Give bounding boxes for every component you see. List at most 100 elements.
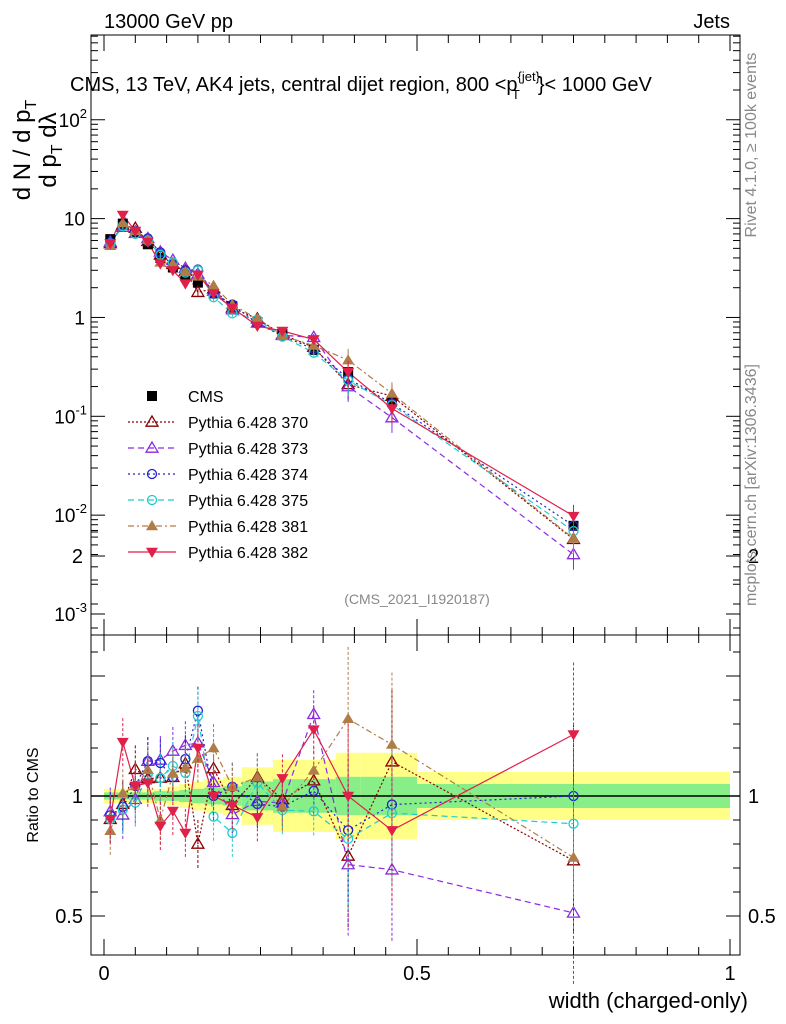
axes: 10-3 10-2 10-1 1 10 102 0 0.5 1 0.5 0.5 1 1 2 2 bbox=[54, 34, 776, 985]
data-point bbox=[129, 781, 142, 792]
data-point bbox=[226, 780, 239, 791]
data-point bbox=[190, 836, 206, 849]
data-point bbox=[276, 800, 289, 811]
x-tick-label: 1 bbox=[724, 963, 735, 985]
ratio-series-line bbox=[109, 728, 574, 835]
data-point bbox=[192, 705, 204, 716]
data-point bbox=[342, 354, 355, 365]
data-point bbox=[104, 239, 117, 250]
data-point bbox=[146, 520, 158, 531]
data-point bbox=[566, 547, 581, 560]
data-point bbox=[567, 851, 580, 862]
x-axis-title: width (charged-only) bbox=[548, 988, 748, 1013]
data-point bbox=[104, 815, 117, 826]
data-point bbox=[251, 312, 264, 323]
data-point bbox=[116, 217, 129, 228]
data-point bbox=[342, 712, 355, 724]
data-point bbox=[567, 730, 580, 741]
data-point bbox=[146, 494, 158, 506]
data-point bbox=[308, 785, 319, 797]
data-point bbox=[141, 237, 154, 248]
data-point bbox=[154, 821, 167, 832]
ratio-axis-title: Ratio to CMS bbox=[25, 747, 42, 842]
series-line bbox=[109, 224, 574, 527]
data-point bbox=[276, 326, 289, 337]
y-tick-label: 10 bbox=[64, 210, 85, 231]
chart-title: CMS, 13 TeV, AK4 jets, central dijet reg… bbox=[70, 69, 653, 102]
ratio-tick-label: 0.5 bbox=[55, 906, 83, 928]
legend-label: Pythia 6.428 374 bbox=[188, 467, 308, 484]
data-point bbox=[307, 725, 320, 736]
data-point bbox=[146, 468, 158, 480]
data-point bbox=[191, 743, 204, 754]
data-point bbox=[147, 391, 157, 401]
data-point bbox=[104, 824, 117, 836]
data-point bbox=[385, 826, 398, 837]
data-point bbox=[307, 335, 320, 346]
data-point bbox=[166, 257, 179, 268]
data-point bbox=[155, 772, 166, 784]
header-right: Jets bbox=[693, 11, 730, 33]
data-point bbox=[144, 440, 160, 453]
data-point bbox=[141, 778, 154, 789]
data-point bbox=[179, 265, 192, 276]
data-point bbox=[192, 277, 203, 288]
data-point bbox=[342, 791, 355, 802]
data-point bbox=[192, 710, 204, 722]
ratio-series-line bbox=[110, 712, 574, 914]
data-point bbox=[166, 266, 179, 277]
mcplots-label: mcplots.cern.ch [arXiv:1306.3436] bbox=[743, 364, 760, 606]
data-point bbox=[307, 764, 320, 775]
data-point bbox=[191, 270, 204, 281]
x-tick-label: 0 bbox=[98, 963, 109, 985]
legend-label: Pythia 6.428 370 bbox=[188, 415, 308, 432]
series-line bbox=[109, 222, 574, 539]
legend-label: Pythia 6.428 373 bbox=[188, 441, 308, 458]
legend-label: CMS bbox=[188, 389, 224, 406]
data-point bbox=[190, 284, 206, 298]
header-left: 13000 GeV pp bbox=[104, 11, 233, 33]
data-point bbox=[308, 806, 319, 817]
data-point bbox=[207, 279, 220, 290]
data-point bbox=[385, 387, 398, 398]
data-point bbox=[567, 511, 580, 523]
x-tick-label: 0.5 bbox=[403, 963, 431, 985]
series-markers bbox=[103, 210, 581, 985]
data-point bbox=[207, 289, 220, 300]
data-point bbox=[251, 321, 264, 332]
data-point bbox=[146, 547, 158, 558]
legend-label: Pythia 6.428 382 bbox=[188, 545, 308, 562]
ratio-tick-label-right: 0.5 bbox=[748, 906, 776, 928]
y-axis-title: d N / d pT bbox=[9, 100, 40, 201]
rivet-label: Rivet 4.1.0, ≥ 100k events bbox=[743, 53, 760, 238]
ratio-series-line bbox=[109, 715, 574, 840]
data-point bbox=[129, 226, 142, 237]
data-point bbox=[179, 279, 192, 290]
ratio-tick-label: 2 bbox=[72, 546, 83, 568]
y-tick-label: 10-2 bbox=[54, 501, 87, 527]
data-point bbox=[206, 775, 221, 788]
data-point bbox=[226, 303, 239, 314]
data-point bbox=[207, 791, 220, 802]
ratio-tick-label: 1 bbox=[72, 786, 83, 808]
data-point bbox=[207, 742, 220, 753]
data-point bbox=[179, 828, 192, 839]
y-tick-label: 1 bbox=[74, 308, 85, 329]
y-tick-label: 10-3 bbox=[54, 600, 87, 626]
analysis-watermark: (CMS_2021_I1920187) bbox=[344, 591, 490, 607]
ratio-plot-frame bbox=[90, 634, 741, 956]
data-point bbox=[179, 762, 192, 773]
data-point bbox=[116, 737, 129, 749]
ratio-series-line bbox=[109, 718, 574, 859]
ratio-tick-label-right: 2 bbox=[748, 546, 759, 568]
data-point bbox=[116, 787, 129, 798]
y-tick-label: 102 bbox=[59, 106, 87, 132]
data-point bbox=[116, 210, 129, 221]
data-point bbox=[276, 774, 289, 785]
ratio-tick-label-right: 1 bbox=[748, 786, 759, 808]
data-point bbox=[166, 767, 179, 778]
data-point bbox=[251, 771, 264, 782]
data-point bbox=[226, 801, 239, 812]
data-point bbox=[191, 752, 204, 763]
